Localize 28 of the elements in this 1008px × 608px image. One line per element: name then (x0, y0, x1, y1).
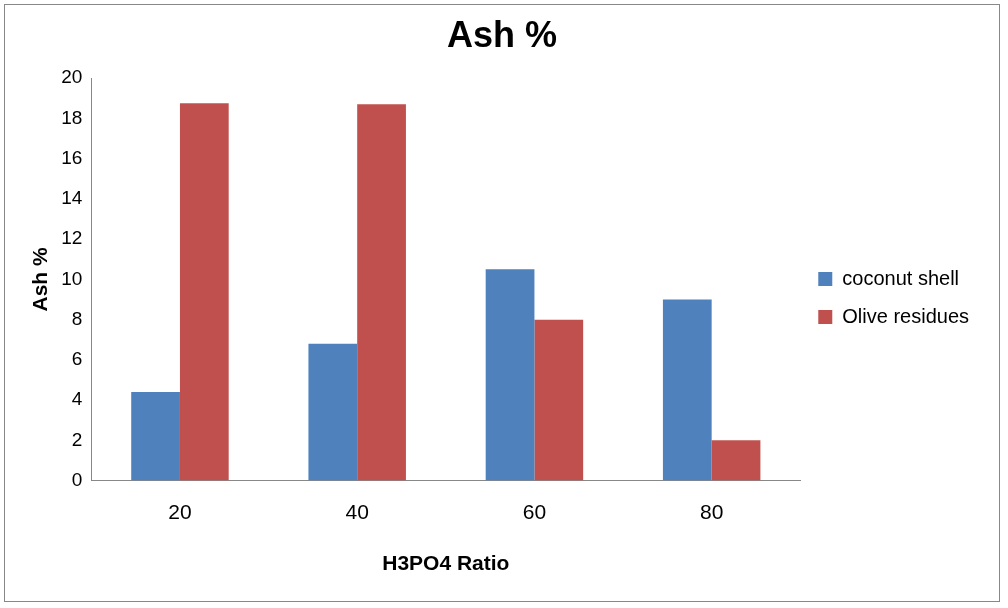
bar (711, 440, 761, 481)
y-tick-label: 2 (71, 428, 83, 450)
legend-label: coconut shell (842, 266, 960, 289)
y-tick-label: 6 (71, 348, 83, 370)
x-axis-title: H3PO4 Ratio (382, 551, 510, 575)
x-tick-label: 80 (699, 500, 724, 523)
y-axis-title: Ash % (28, 246, 52, 312)
y-tick-label: 8 (71, 307, 83, 329)
bar (179, 103, 229, 481)
y-tick-label: 18 (61, 106, 83, 128)
y-tick-label: 20 (61, 66, 83, 88)
bar (534, 319, 584, 481)
y-tick-label: 16 (61, 146, 83, 168)
bar (131, 392, 180, 481)
bar (357, 104, 406, 481)
x-tick-label: 60 (522, 500, 547, 523)
x-tick-label: 40 (345, 500, 369, 523)
legend-label: Olive residues (842, 304, 969, 327)
y-tick-label: 12 (61, 227, 83, 249)
y-tick-label: 4 (71, 388, 83, 410)
bar (662, 299, 712, 481)
y-tick-label: 10 (61, 267, 83, 289)
y-tick-label: 0 (71, 468, 83, 490)
x-tick-label: 20 (168, 500, 192, 523)
y-tick-label: 14 (61, 187, 83, 209)
bar (308, 343, 358, 481)
bar (485, 269, 535, 481)
chart-title: Ash % (446, 13, 558, 55)
